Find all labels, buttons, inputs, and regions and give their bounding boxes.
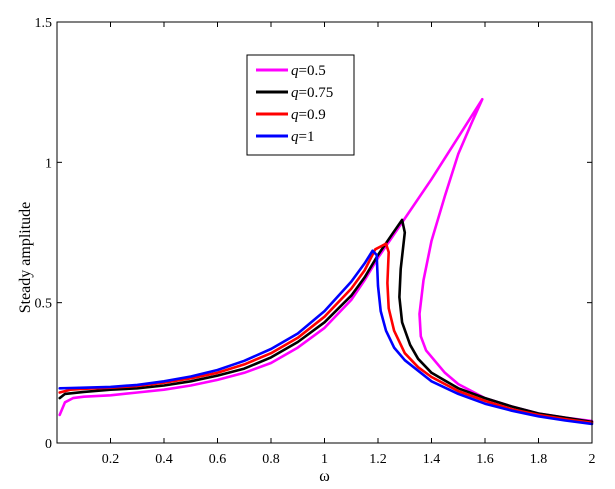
legend-label: q=0.9 xyxy=(291,107,326,123)
y-tick-label: 0.5 xyxy=(35,297,53,312)
legend: q=0.5 q=0.75 q=0.9 q=1 xyxy=(246,54,355,156)
legend-label: q=0.75 xyxy=(291,85,333,101)
x-tick-label: 1.4 xyxy=(423,452,441,467)
ticks-layer: 0.2 0.4 0.6 0.8 1 1.2 1.4 1.6 1.8 2 0 0.5 1 1.5 xyxy=(35,16,596,467)
series-line-4 xyxy=(58,249,594,426)
y-axis-title: Steady amplitude xyxy=(17,202,34,314)
x-tick-label: 0.4 xyxy=(155,452,173,467)
series-line-1 xyxy=(58,97,594,423)
x-tick-label: 0.6 xyxy=(209,452,227,467)
x-tick-label: 0.2 xyxy=(102,452,120,467)
y-tick-label: 0 xyxy=(45,437,52,452)
legend-label: q=1 xyxy=(291,129,314,145)
legend-label: q=0.5 xyxy=(291,63,326,79)
x-tick-label: 1.2 xyxy=(369,452,387,467)
y-tick-label: 1 xyxy=(45,156,52,171)
legend-box xyxy=(246,54,355,156)
x-tick-label: 2 xyxy=(589,452,596,467)
x-tick-label: 1.6 xyxy=(476,452,494,467)
y-tick-label: 1.5 xyxy=(35,16,53,31)
series-layer xyxy=(58,97,594,426)
x-tick-label: 1.8 xyxy=(530,452,548,467)
x-tick-label: 1 xyxy=(321,452,328,467)
x-tick-label: 0.8 xyxy=(262,452,280,467)
x-axis-title: ω xyxy=(319,468,330,485)
